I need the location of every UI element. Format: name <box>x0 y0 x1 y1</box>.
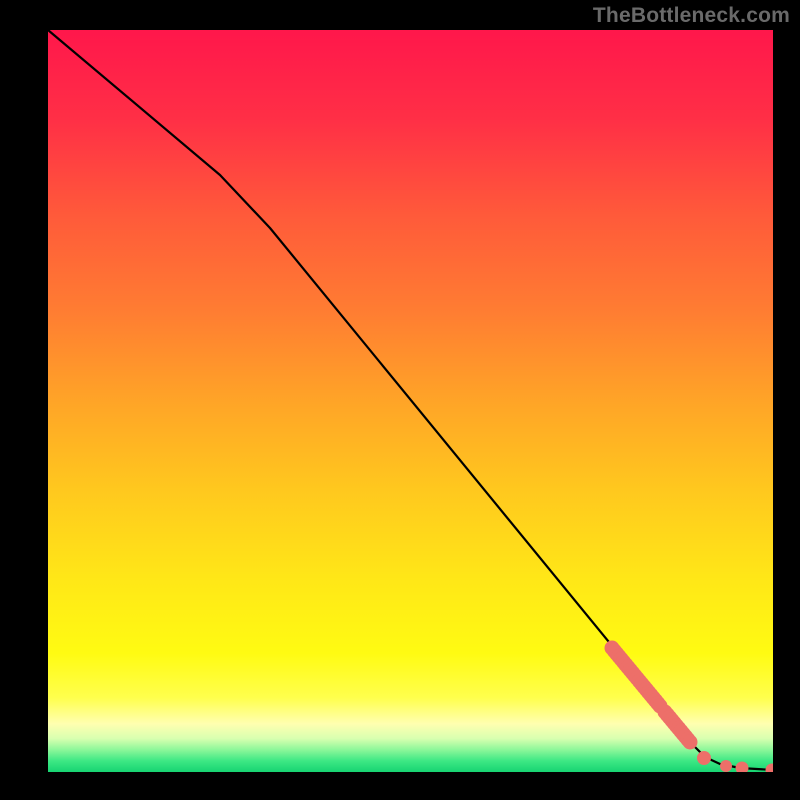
plot-area <box>48 30 773 772</box>
chart-svg <box>48 30 773 772</box>
watermark-text: TheBottleneck.com <box>593 4 790 28</box>
chart-frame: TheBottleneck.com <box>0 0 800 800</box>
bottleneck-line <box>48 30 773 770</box>
marker-group <box>605 641 774 773</box>
data-marker <box>720 760 732 772</box>
data-marker <box>697 751 711 765</box>
data-marker <box>766 764 774 773</box>
data-marker <box>736 762 749 773</box>
data-marker <box>683 735 698 750</box>
